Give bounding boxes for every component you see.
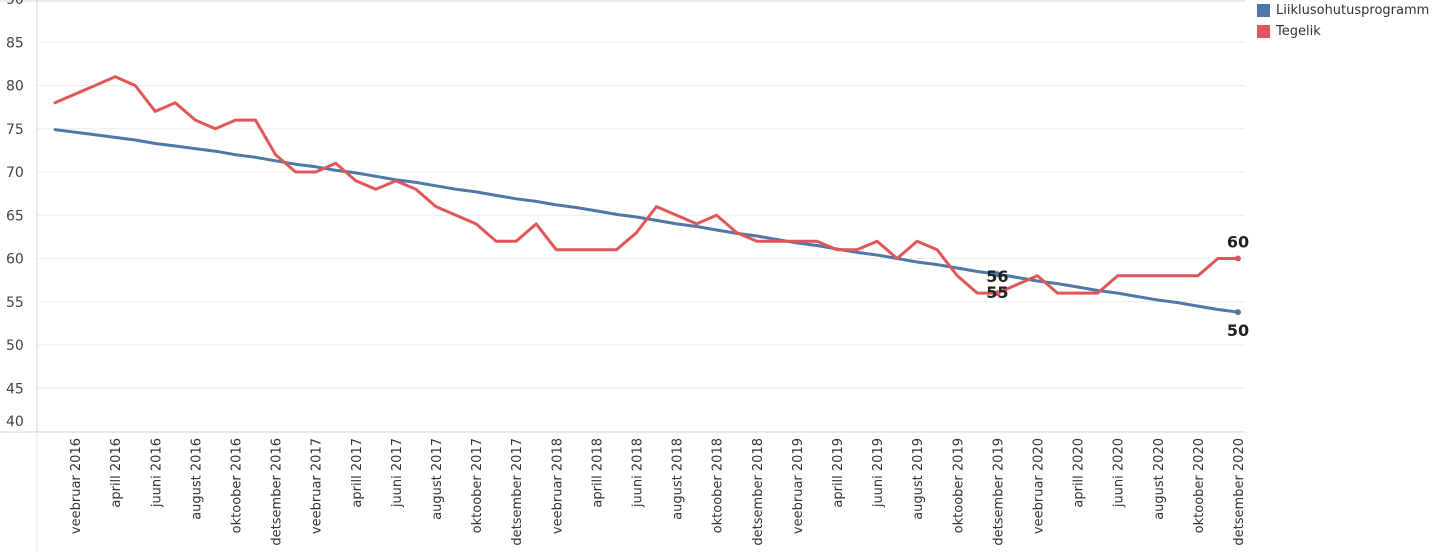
x-tick-label: aprill 2019 bbox=[831, 438, 846, 508]
x-tick-label: aprill 2017 bbox=[350, 438, 365, 508]
legend-label: Tegelik bbox=[1276, 24, 1321, 39]
series-line-tegelik[interactable] bbox=[53, 75, 1240, 295]
x-tick-label: august 2016 bbox=[189, 438, 204, 520]
legend-item-tegelik[interactable]: Tegelik bbox=[1257, 21, 1429, 42]
data-label: 55 bbox=[986, 283, 1008, 302]
x-tick-label: oktoober 2016 bbox=[229, 438, 244, 533]
data-point[interactable] bbox=[1234, 309, 1241, 316]
legend-item-liiklusohutusprogramm[interactable]: Liiklusohutusprogramm bbox=[1257, 0, 1429, 21]
x-tick-label: august 2018 bbox=[671, 438, 686, 520]
data-label: 56 bbox=[986, 267, 1008, 286]
x-tick-label: detsember 2018 bbox=[751, 438, 766, 546]
data-labels: 55 50 56 60 bbox=[986, 233, 1249, 341]
data-point[interactable] bbox=[994, 290, 1001, 297]
x-tick-label: oktoober 2019 bbox=[951, 438, 966, 533]
y-tick-label: 40 bbox=[6, 414, 24, 430]
x-tick-label: oktoober 2017 bbox=[470, 438, 485, 533]
legend-swatch bbox=[1257, 4, 1270, 17]
x-tick-label: juuni 2018 bbox=[630, 438, 645, 508]
x-tick-label: detsember 2016 bbox=[270, 438, 285, 546]
x-tick-label: juuni 2019 bbox=[871, 438, 886, 508]
y-tick-label: 60 bbox=[6, 252, 24, 268]
data-label: 50 bbox=[1227, 321, 1249, 340]
x-tick-label: detsember 2020 bbox=[1232, 438, 1247, 546]
x-tick-label: juuni 2016 bbox=[149, 438, 164, 508]
x-tick-label: juuni 2017 bbox=[390, 438, 405, 508]
legend: Liiklusohutusprogramm Tegelik bbox=[1257, 0, 1429, 42]
x-tick-label: juuni 2020 bbox=[1112, 438, 1127, 508]
x-tick-label: aprill 2018 bbox=[590, 438, 605, 508]
data-label: 60 bbox=[1227, 233, 1249, 252]
data-point[interactable] bbox=[994, 271, 1001, 278]
gridlines bbox=[37, 41, 1245, 389]
x-tick-label: veebruar 2017 bbox=[310, 438, 325, 534]
legend-label: Liiklusohutusprogramm bbox=[1276, 3, 1430, 18]
x-tick-label: august 2019 bbox=[911, 438, 926, 520]
x-tick-label: veebruar 2019 bbox=[791, 438, 806, 534]
x-tick-label: detsember 2017 bbox=[510, 438, 525, 546]
series-lines bbox=[53, 75, 1241, 316]
x-axis-ticks: veebruar 2016 aprill 2016 juuni 2016 august… bbox=[69, 438, 1247, 546]
x-tick-label: august 2017 bbox=[430, 438, 445, 520]
x-tick-label: veebruar 2018 bbox=[550, 438, 565, 534]
x-tick-label: veebruar 2016 bbox=[69, 438, 84, 534]
legend-swatch bbox=[1257, 25, 1270, 38]
x-tick-label: august 2020 bbox=[1152, 438, 1167, 520]
x-tick-label: veebruar 2020 bbox=[1031, 438, 1046, 534]
x-tick-label: detsember 2019 bbox=[991, 438, 1006, 546]
x-tick-label: oktoober 2018 bbox=[711, 438, 726, 533]
y-tick-label: 45 bbox=[6, 381, 24, 397]
y-tick-label: 70 bbox=[6, 165, 24, 181]
data-point[interactable] bbox=[1234, 255, 1241, 262]
y-tick-label: 80 bbox=[6, 79, 24, 95]
x-tick-label: oktoober 2020 bbox=[1192, 438, 1207, 533]
y-tick-label: 65 bbox=[6, 208, 24, 224]
axes bbox=[0, 0, 1245, 552]
y-tick-label: 75 bbox=[6, 122, 24, 138]
y-tick-label: 85 bbox=[6, 35, 24, 51]
x-tick-label: aprill 2020 bbox=[1072, 438, 1087, 508]
y-axis-ticks: 40 45 50 55 60 65 70 75 80 85 90 bbox=[6, 0, 24, 430]
y-tick-label: 55 bbox=[6, 295, 24, 311]
x-tick-label: aprill 2016 bbox=[109, 438, 124, 508]
y-tick-label: 90 bbox=[6, 0, 24, 8]
y-tick-label: 50 bbox=[6, 338, 24, 354]
